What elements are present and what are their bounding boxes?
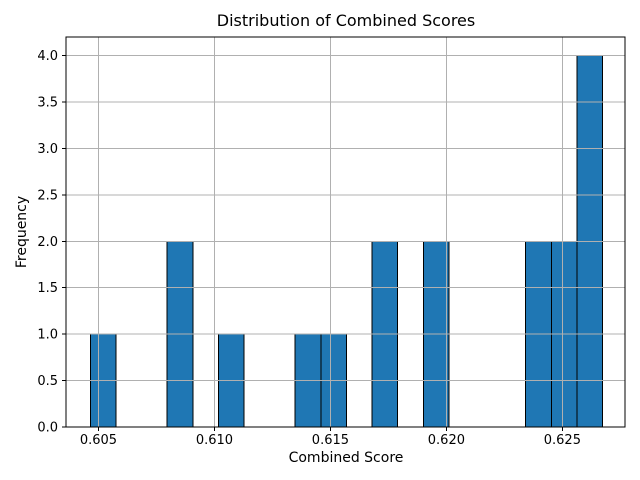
axes-border (65, 36, 626, 428)
grid-layer (66, 37, 625, 428)
x-tick-label: 0.615 (312, 433, 349, 448)
x-tick-label: 0.620 (428, 433, 465, 448)
x-axis-label: Combined Score (289, 450, 404, 466)
y-axis-label: Frequency (14, 196, 30, 268)
y-tick-label: 3.5 (37, 96, 58, 111)
chart-title: Distribution of Combined Scores (217, 11, 475, 30)
y-tick-label: 2.5 (37, 188, 58, 203)
y-tick-label: 2.0 (37, 235, 58, 250)
axes-spines (65, 36, 626, 428)
y-tick-label: 0.5 (37, 374, 58, 389)
x-tick-label: 0.605 (80, 433, 117, 448)
ticks-layer: 0.605 0.610 0.615 0.620 0.625 0.0 0.5 1.0 1.5 2.0… (37, 49, 581, 448)
y-tick-label: 1.5 (37, 281, 58, 296)
y-tick-label: 4.0 (37, 49, 58, 64)
y-tick-label: 0.0 (37, 421, 58, 436)
x-tick-label: 0.625 (544, 433, 581, 448)
y-tick-label: 3.0 (37, 142, 58, 157)
y-tick-label: 1.0 (37, 328, 58, 343)
x-tick-label: 0.610 (196, 433, 233, 448)
